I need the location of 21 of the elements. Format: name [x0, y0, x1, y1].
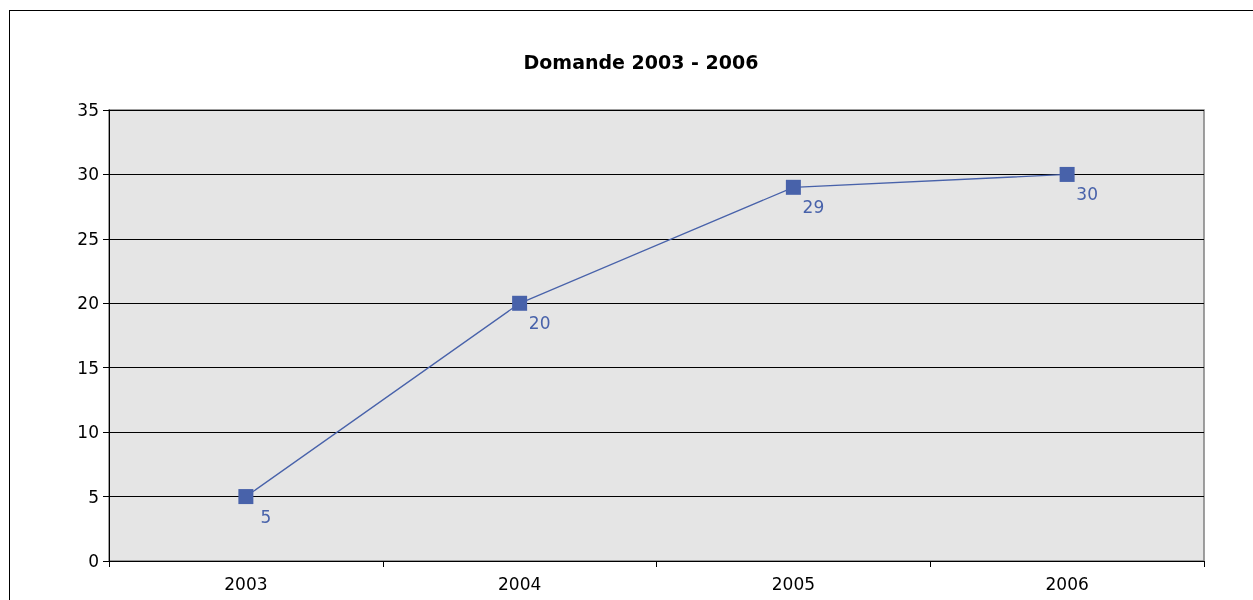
data-label: 5 [260, 506, 272, 527]
point [785, 179, 801, 195]
point [512, 295, 528, 311]
y-tick-label: 5 [88, 486, 99, 507]
chart-title: Domande 2003 - 2006 [523, 50, 759, 73]
y-tick-label: 0 [88, 551, 99, 571]
data-label: 20 [528, 313, 551, 334]
x-tick-label: 2005 [771, 573, 816, 594]
y-tick-label: 15 [77, 357, 99, 378]
x-tick-label: 2004 [497, 573, 542, 594]
y-tick-label: 25 [77, 228, 99, 249]
point [1059, 166, 1075, 182]
data-label: 29 [802, 197, 825, 218]
point [238, 489, 254, 505]
x-tick-label: 2003 [224, 573, 268, 594]
y-tick-label: 35 [77, 100, 99, 120]
y-tick-label: 30 [77, 164, 99, 185]
data-label: 30 [1076, 184, 1098, 205]
y-tick-label: 10 [77, 422, 99, 443]
y-tick-label: 20 [77, 293, 99, 314]
x-tick-label: 2006 [1045, 573, 1089, 594]
